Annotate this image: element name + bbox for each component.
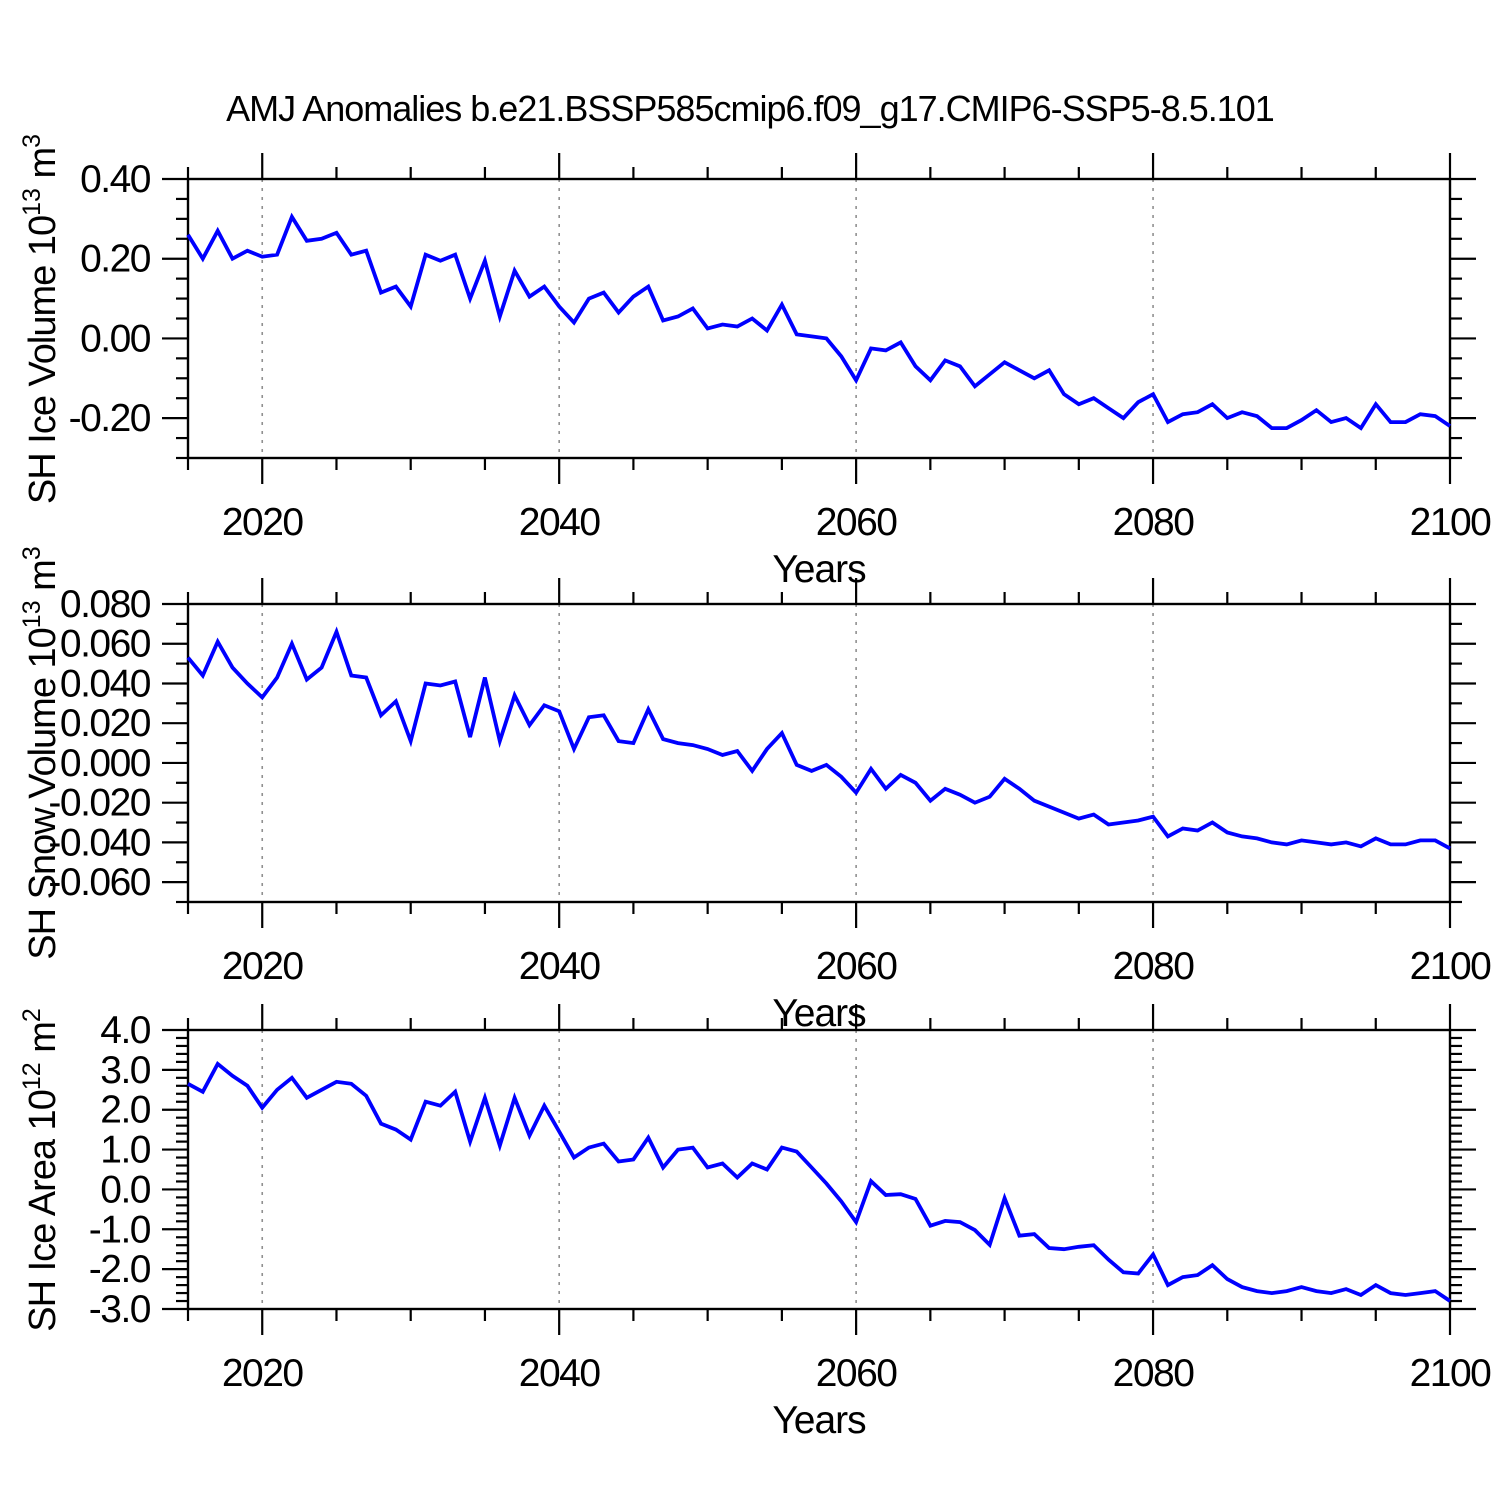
x-tick-label: 2080 [1113, 1352, 1195, 1395]
y-tick-label: 0.040 [60, 662, 151, 705]
y-tick-label: 0.00 [80, 317, 151, 360]
x-tick-label: 2020 [222, 1352, 304, 1395]
panel-frame [186, 177, 1452, 460]
x-tick-label: 2020 [222, 501, 304, 544]
y-tick-label: 0.080 [60, 583, 151, 626]
y-tick-label: 0.020 [60, 702, 151, 745]
x-tick-label: 2100 [1410, 501, 1492, 544]
y-tick-label: -0.020 [48, 782, 150, 825]
x-tick-label: 2060 [816, 1352, 898, 1395]
x-tick-label: 2040 [519, 501, 601, 544]
series-sh-snow-volume [186, 626, 1451, 851]
y-tick-label: 2.0 [100, 1089, 151, 1132]
x-tick-label: 2040 [519, 1352, 601, 1395]
y-tick-label: 0.40 [80, 158, 151, 201]
y-tick-label: 0.0 [100, 1168, 151, 1211]
y-tick-label: 3.0 [100, 1049, 151, 1092]
y-tick-label: -1.0 [89, 1208, 151, 1251]
y-tick-label: 4.0 [100, 1009, 151, 1052]
y-tick-label: -0.20 [69, 397, 151, 440]
y-tick-label: -3.0 [89, 1288, 151, 1331]
x-axis-label-panel-3: Years [772, 1399, 866, 1442]
series-sh-ice-volume [186, 212, 1452, 431]
x-tick-label: 2060 [816, 501, 898, 544]
x-axis-label-panel-2: Years [772, 992, 866, 1035]
x-axis-label-panel-1: Years [772, 548, 866, 591]
y-tick-label: -2.0 [89, 1248, 151, 1291]
x-tick-label: 2100 [1410, 945, 1492, 988]
x-tick-label: 2020 [222, 945, 304, 988]
series-sh-ice-area [187, 1060, 1452, 1303]
y-tick-label: 0.060 [60, 623, 151, 666]
x-tick-label: 2080 [1113, 501, 1195, 544]
panel-sh-snow-volume: 2020 2040 2060 2080 2100 0.0800.0600.0400.020… [48, 578, 1493, 988]
panel-frame [186, 1028, 1452, 1311]
panel-frame [186, 602, 1452, 904]
chart-title: AMJ Anomalies b.e21.BSSP585cmip6.f09_g17… [226, 88, 1275, 129]
y-tick-label: 0.000 [60, 742, 151, 785]
x-tick-label: 2100 [1410, 1352, 1492, 1395]
y-tick-label: -0.060 [48, 861, 150, 904]
y-tick-label: 0.20 [80, 238, 151, 281]
x-tick-label: 2040 [519, 945, 601, 988]
x-tick-label: 2060 [816, 945, 898, 988]
y-tick-label: -0.040 [48, 821, 150, 864]
y-tick-label: 1.0 [100, 1129, 151, 1172]
panel-sh-ice-volume: 2020 2040 2060 2080 2100 0.40 0.20 0.00 -0.20 [69, 153, 1493, 544]
panel-sh-ice-area: 2020 2040 2060 2080 21004.03.02.01.00.0-1.0-… [89, 1004, 1493, 1395]
x-tick-label: 2080 [1113, 945, 1195, 988]
y-axis-title-ice-area: SH Ice Area 1012 m2 [18, 1008, 64, 1332]
